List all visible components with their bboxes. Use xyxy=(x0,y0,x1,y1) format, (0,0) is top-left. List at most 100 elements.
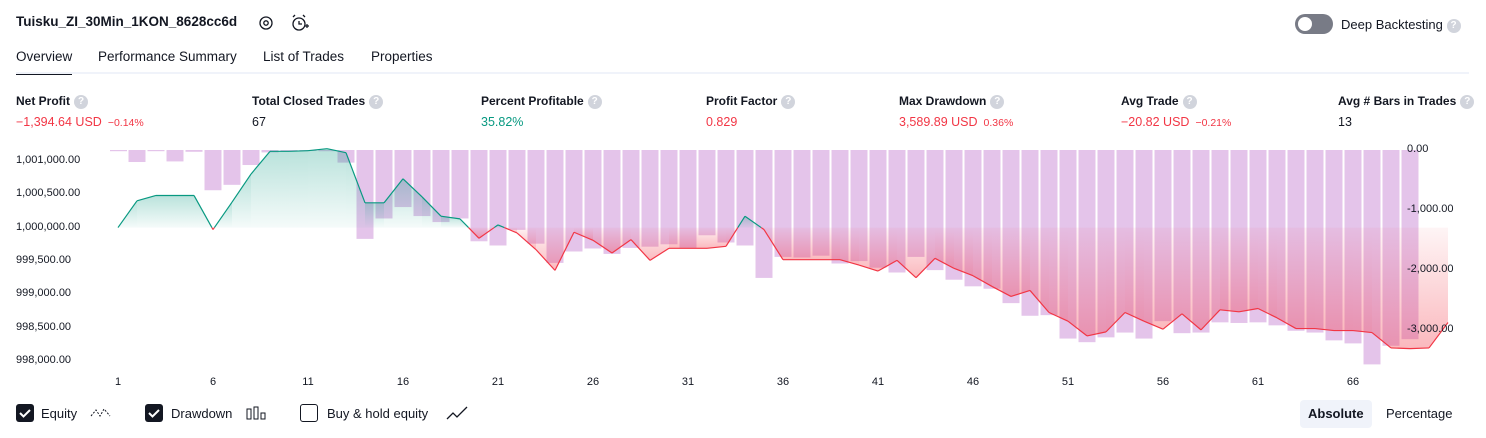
left-axis-tick: 998,500.00 xyxy=(16,320,72,333)
x-axis-tick: 41 xyxy=(871,376,885,388)
tab-properties[interactable]: Properties xyxy=(371,49,433,64)
equity-loss-area xyxy=(1334,227,1353,331)
x-axis-tick: 66 xyxy=(1346,376,1360,388)
info-icon[interactable]: ? xyxy=(781,94,796,109)
x-axis-tick: 46 xyxy=(966,376,980,388)
metric-sub: −0.14% xyxy=(107,116,144,129)
equity-loss-area xyxy=(992,227,1011,297)
equity-loss-area xyxy=(612,227,631,253)
drawdown-bar xyxy=(565,150,583,252)
buy-hold-checkbox[interactable] xyxy=(300,404,318,422)
absolute-button[interactable]: Absolute xyxy=(1300,400,1372,428)
equity-profit-area xyxy=(156,195,175,228)
equity-loss-area xyxy=(1258,227,1277,318)
equity-loss-line-segment xyxy=(1086,331,1107,337)
equity-loss-line-segment xyxy=(991,285,1012,297)
left-axis-tick: 998,000.00 xyxy=(16,354,72,367)
equity-profit-line-segment xyxy=(213,201,233,228)
drawdown-bar xyxy=(166,150,184,162)
equity-loss-line-segment xyxy=(504,227,518,234)
left-axis-tick: 1,001,000.00 xyxy=(16,153,81,166)
equity-loss-area xyxy=(688,227,707,249)
line-chart-icon xyxy=(445,404,469,425)
legend-label: Equity xyxy=(41,406,78,421)
equity-loss-area xyxy=(1106,227,1125,332)
equity-profit-line-segment xyxy=(402,178,423,198)
equity-profit-line-segment xyxy=(421,196,442,217)
equity-loss-line-segment xyxy=(1314,327,1335,332)
info-icon[interactable]: ? xyxy=(990,94,1005,109)
equity-loss-line-segment xyxy=(1276,317,1297,330)
right-axis-tick: -3,000.00 xyxy=(1407,323,1454,336)
equity-profit-area xyxy=(175,195,194,228)
x-axis-tick: 31 xyxy=(681,376,695,388)
metric-sub: 0.36% xyxy=(983,116,1014,129)
equity-loss-line-segment xyxy=(1238,307,1259,313)
equity-loss-area xyxy=(1315,227,1334,331)
legend-label: Drawdown xyxy=(171,406,233,421)
metric-value: 35.82% xyxy=(481,114,524,129)
x-axis-tick: 16 xyxy=(396,376,410,388)
tab-list-of-trades[interactable]: List of Trades xyxy=(263,49,345,64)
equity-loss-area xyxy=(1087,227,1106,336)
equity-loss-line-segment xyxy=(1390,347,1411,350)
equity-loss-line-segment xyxy=(535,249,556,271)
drawdown-bar xyxy=(736,150,754,246)
equity-loss-line-segment xyxy=(706,245,727,249)
deep-backtesting-toggle[interactable] xyxy=(1295,14,1333,34)
tab-performance-summary[interactable]: Performance Summary xyxy=(98,49,237,64)
x-axis-tick: 51 xyxy=(1061,376,1075,388)
equity-profit-area xyxy=(422,196,441,228)
drawdown-bar xyxy=(717,150,735,243)
equity-loss-area xyxy=(1068,227,1087,336)
equity-loss-area xyxy=(897,227,916,278)
percentage-button[interactable]: Percentage xyxy=(1386,406,1453,421)
equity-loss-line-segment xyxy=(760,227,765,231)
equity-loss-area xyxy=(840,227,859,266)
x-axis-tick: 11 xyxy=(302,376,314,388)
x-axis-tick: 61 xyxy=(1251,376,1265,388)
equity-loss-area xyxy=(783,227,802,260)
equity-loss-line-segment xyxy=(468,227,480,239)
add-alert-icon[interactable] xyxy=(290,13,310,33)
equity-loss-line-segment xyxy=(934,257,955,269)
drawdown-bar xyxy=(470,150,488,242)
settings-icon[interactable] xyxy=(256,13,276,33)
equity-loss-area xyxy=(1410,227,1429,349)
left-axis-tick: 1,000,000.00 xyxy=(16,220,81,233)
equity-loss-line-segment xyxy=(1371,332,1392,349)
info-icon[interactable]: ? xyxy=(1460,94,1475,109)
equity-loss-area xyxy=(707,227,726,249)
equity-profit-area xyxy=(289,150,308,228)
help-icon[interactable]: ? xyxy=(1446,18,1461,33)
info-icon[interactable]: ? xyxy=(369,94,384,109)
equity-profit-line-segment xyxy=(493,224,499,229)
equity-loss-line-segment xyxy=(516,232,537,251)
info-icon[interactable]: ? xyxy=(74,94,88,109)
metric-label: Avg # Bars in Trades xyxy=(1338,94,1457,108)
equity-loss-line-segment xyxy=(763,229,784,260)
equity-loss-line-segment xyxy=(839,259,860,266)
equity-loss-line-segment xyxy=(1219,309,1240,313)
equity-loss-area xyxy=(650,227,669,261)
equity-loss-line-segment xyxy=(1181,313,1202,331)
metric-net-profit: Net Profit? −1,394.64 USD −0.14% xyxy=(16,94,144,129)
x-axis-tick: 56 xyxy=(1156,376,1170,388)
metric-total-closed-trades: Total Closed Trades? 67 xyxy=(252,94,384,129)
equity-profit-area xyxy=(270,151,289,228)
drawdown-checkbox[interactable] xyxy=(145,404,163,422)
equity-checkbox[interactable] xyxy=(16,404,34,422)
equity-loss-line-segment xyxy=(1067,320,1088,337)
drawdown-bar xyxy=(527,150,545,244)
equity-loss-line-segment xyxy=(611,239,632,254)
equity-loss-area xyxy=(1201,227,1220,330)
equity-loss-line-segment xyxy=(725,227,739,247)
info-icon[interactable]: ? xyxy=(587,94,602,109)
metric-label: Total Closed Trades xyxy=(252,94,366,108)
equity-loss-area xyxy=(916,227,935,278)
equity-line-icon xyxy=(90,404,112,425)
metric-label: Max Drawdown xyxy=(899,94,987,108)
info-icon[interactable]: ? xyxy=(1182,94,1197,109)
equity-profit-line-segment xyxy=(250,150,271,175)
